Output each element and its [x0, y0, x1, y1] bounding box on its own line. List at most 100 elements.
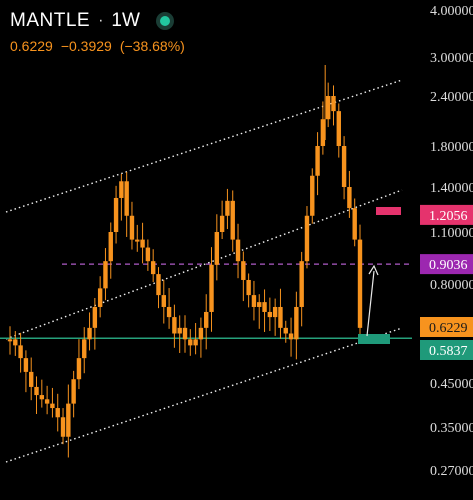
candle-body-19 [108, 232, 113, 262]
candle-body-2 [18, 345, 23, 359]
candle-body-47 [257, 302, 262, 307]
candles [7, 65, 363, 458]
dashed-level-tag [420, 254, 473, 275]
price-axis[interactable]: 4.00000 3.00000 2.40000 1.80000 1.40000 1.100… [430, 4, 473, 479]
candle-body-34 [188, 339, 193, 346]
y-tick-label-3: 1.80000 [430, 140, 473, 155]
candle-body-62 [336, 111, 341, 146]
upper-level-tag [420, 204, 473, 225]
channel-line-lower [5, 327, 403, 463]
last-price-tag-label: 0.6229 [429, 321, 468, 336]
candle-body-49 [267, 311, 273, 318]
candle-body-8 [50, 403, 55, 409]
candle-body-13 [76, 358, 82, 380]
dashed-level-tag-label: 0.9036 [429, 258, 468, 273]
candle-body-14 [82, 339, 87, 359]
candle-body-28 [156, 274, 161, 296]
y-tick-label-4: 1.40000 [430, 181, 473, 196]
candle-body-7 [44, 399, 50, 404]
candle-body-38 [209, 264, 214, 312]
candle-body-36 [198, 327, 204, 340]
support-marker [358, 334, 390, 344]
candle-body-66 [357, 239, 363, 328]
last-price-tag [420, 317, 473, 337]
candle-body-12 [71, 379, 76, 404]
candle-body-5 [34, 386, 39, 396]
candle-body-31 [172, 317, 177, 334]
candle-body-20 [113, 197, 119, 232]
candle-body-22 [124, 181, 129, 216]
candle-body-60 [325, 96, 331, 120]
arrow-head [368, 264, 379, 276]
candle-body-30 [166, 306, 172, 318]
candle-body-1 [13, 339, 18, 346]
candle-body-50 [272, 306, 278, 318]
last-price-text: 0.6229 [10, 38, 53, 54]
candle-body-3 [23, 358, 29, 372]
candle-body-23 [129, 215, 135, 240]
candle-body-63 [341, 146, 347, 187]
chart-header: MANTLE · 1W 0.6229 −0.3929 (−38.68%) [10, 10, 185, 54]
candle-body-40 [219, 215, 225, 232]
candle-body-15 [87, 327, 92, 340]
candle-body-6 [39, 395, 45, 400]
candle-body-33 [182, 327, 188, 340]
candle-body-0 [7, 339, 13, 342]
y-tick-label-5: 1.10000 [430, 226, 473, 241]
candle-body-37 [204, 311, 209, 328]
candle-body-10 [60, 417, 66, 437]
arrow-line [366, 270, 375, 337]
candle-body-26 [145, 247, 151, 262]
candle-body-9 [55, 408, 60, 418]
interval-label[interactable]: 1W [111, 10, 140, 31]
price-tags: 1.2056 0.9036 0.6229 0.5837 [420, 204, 473, 360]
y-tick-label-6: 0.80000 [430, 278, 473, 293]
candle-body-11 [66, 403, 71, 437]
candle-body-44 [241, 261, 246, 280]
upper-level-tag-label: 1.2056 [429, 209, 468, 224]
candle-body-46 [251, 295, 257, 307]
candle-body-65 [352, 208, 357, 240]
y-tick-label-2: 2.40000 [430, 90, 473, 105]
candle-body-57 [310, 175, 315, 216]
candle-body-21 [119, 181, 124, 198]
candle-body-4 [29, 371, 34, 387]
symbol-label[interactable]: MANTLE [10, 10, 91, 31]
channel-line-upper [5, 79, 403, 213]
support-level-tag [420, 340, 473, 360]
y-tick-label-0: 4.00000 [430, 4, 473, 19]
quote-row: 0.6229 −0.3929 (−38.68%) [10, 38, 185, 54]
change-text: −0.3929 [60, 38, 112, 54]
candle-body-58 [315, 146, 320, 176]
channel-lines [5, 79, 403, 463]
candle-body-59 [320, 119, 326, 146]
candle-body-16 [92, 306, 98, 328]
channel-line-middle [5, 189, 403, 340]
market-status-icon [155, 12, 174, 30]
title-row: MANTLE · 1W [10, 10, 185, 32]
candle-body-61 [331, 96, 336, 112]
candle-body-55 [299, 261, 304, 307]
y-tick-label-7: 0.45000 [430, 377, 473, 392]
candle-body-45 [246, 279, 251, 296]
candle-body-32 [177, 327, 182, 334]
markers [358, 207, 401, 344]
candle-body-27 [150, 261, 156, 275]
candle-body-42 [230, 200, 235, 240]
candle-body-56 [304, 215, 310, 262]
candle-body-54 [294, 306, 299, 340]
candle-body-52 [283, 327, 288, 334]
candle-body-24 [135, 239, 140, 242]
y-tick-label-8: 0.35000 [430, 421, 473, 436]
resistance-marker [376, 207, 401, 215]
candle-body-35 [193, 339, 198, 346]
candle-body-53 [288, 333, 294, 340]
candle-body-41 [225, 200, 230, 216]
y-tick-label-9: 0.27000 [430, 464, 473, 479]
candle-body-48 [262, 302, 267, 312]
candle-body-39 [214, 232, 220, 265]
candle-body-18 [103, 261, 108, 289]
candle-body-43 [235, 239, 241, 262]
candle-body-51 [278, 306, 283, 328]
